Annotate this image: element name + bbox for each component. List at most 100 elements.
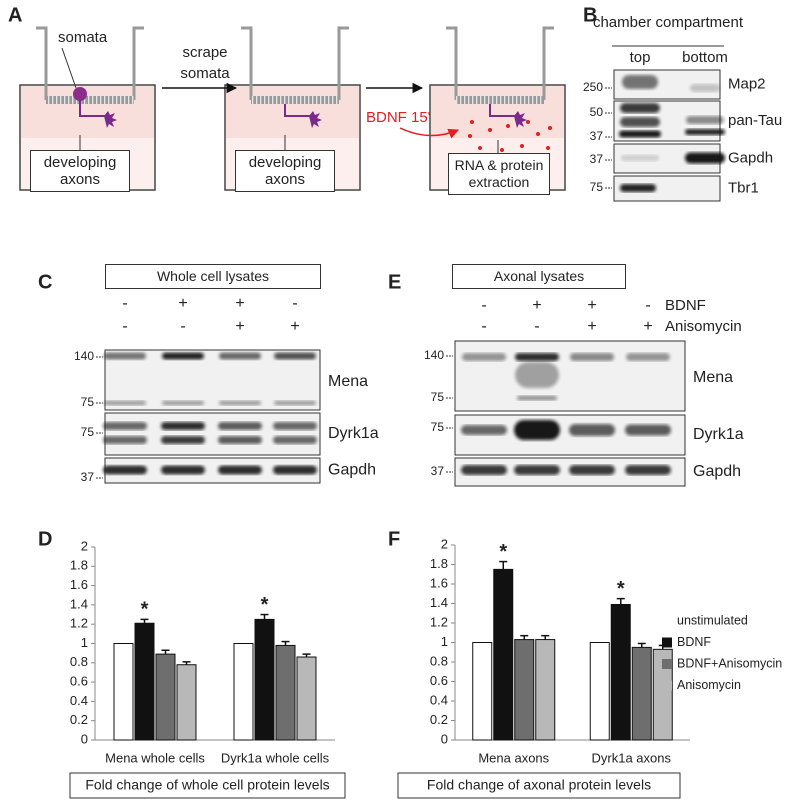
- sign: -: [534, 318, 539, 335]
- ladder-label: 75: [431, 390, 445, 404]
- blot-band: [625, 424, 671, 436]
- y-tick-label: 0.8: [70, 654, 88, 669]
- pointer: [61, 47, 77, 89]
- dot: [488, 128, 492, 132]
- membrane: [251, 96, 339, 104]
- y-tick-label: 0: [441, 731, 448, 746]
- blot-band: [462, 353, 506, 361]
- box-label: RNA & protein extraction: [448, 153, 550, 195]
- blot-strip: [454, 340, 686, 412]
- ladder-label: 250: [583, 80, 603, 94]
- caption-box: [397, 772, 681, 799]
- ladder-label: 75: [81, 395, 95, 409]
- y-tick-label: 1.6: [430, 575, 448, 590]
- y-tick-label: 1.2: [430, 614, 448, 629]
- y-tick-label: 1.2: [70, 616, 88, 631]
- band-label: Tbr1: [728, 179, 759, 196]
- blot-band: [686, 116, 724, 124]
- axon: [489, 104, 518, 117]
- blot-strip: [104, 349, 321, 411]
- y-tick-label: 1: [81, 635, 88, 650]
- y-tick-label: 0.8: [430, 653, 448, 668]
- y-tick-label: 0.4: [70, 693, 88, 708]
- insert-wall: [36, 26, 48, 100]
- bar: [631, 646, 652, 741]
- band-label: Gapdh: [328, 462, 376, 479]
- y-tick-label: 0.4: [430, 692, 448, 707]
- y-tick-label: 0.6: [430, 673, 448, 688]
- legend-swatch: [662, 680, 672, 691]
- well-medium: [226, 86, 359, 138]
- error-bar: [260, 613, 269, 620]
- box-label: developing axons: [235, 150, 335, 192]
- error-bar: [281, 640, 290, 646]
- blot-band: [219, 400, 261, 406]
- dot: [468, 134, 472, 138]
- y-tick-label: 0.2: [430, 712, 448, 727]
- growth-cone: [309, 111, 322, 128]
- error-bar: [541, 634, 550, 640]
- y-tick-label: 0: [81, 731, 88, 746]
- ladder-label: 50: [590, 105, 604, 119]
- insert-wall: [132, 26, 144, 100]
- dot: [548, 126, 552, 130]
- error-bar: [182, 661, 191, 665]
- y-tick-label: 1.4: [430, 595, 448, 610]
- y-tick-label: 0.2: [70, 712, 88, 727]
- y-tick-label: 1.4: [70, 596, 88, 611]
- blot-band: [622, 75, 658, 89]
- blot-band: [685, 129, 725, 135]
- blot-band: [620, 184, 656, 192]
- y-tick-label: 0.6: [70, 674, 88, 689]
- error-bar: [637, 642, 646, 648]
- panel-label: A: [8, 4, 22, 26]
- dot: [500, 148, 504, 152]
- bar: [589, 642, 610, 741]
- dot: [546, 146, 550, 150]
- label-somata: somata: [58, 29, 108, 46]
- blot-band: [514, 465, 560, 475]
- band-label: Dyrk1a: [693, 426, 744, 443]
- well-medium: [21, 86, 154, 138]
- significance: *: [261, 594, 269, 616]
- bar: [254, 618, 275, 741]
- blot-band: [218, 436, 262, 444]
- bar: [233, 643, 254, 741]
- x-tick-label: Dyrk1a axons: [592, 750, 672, 765]
- band-label: Gapdh: [693, 463, 741, 480]
- blot-band: [690, 84, 720, 92]
- membrane: [456, 96, 544, 104]
- panel-label: E: [388, 271, 401, 293]
- ladder-label: 37: [431, 464, 445, 478]
- sign: -: [180, 318, 185, 335]
- blot-band: [515, 362, 559, 388]
- band-label: Map2: [728, 75, 766, 92]
- dot: [470, 120, 474, 124]
- band-label: pan-Tau: [728, 112, 782, 129]
- ladder-label: 37: [81, 470, 95, 484]
- band-label: Dyrk1a: [328, 425, 379, 442]
- title-box: Axonal lysates: [452, 264, 626, 289]
- y-tick-label: 2: [441, 536, 448, 551]
- ladder-label: 37: [590, 152, 604, 166]
- blot-band: [273, 465, 317, 475]
- ladder-label: 140: [74, 349, 94, 363]
- sign: -: [481, 297, 486, 314]
- sign: +: [178, 295, 187, 312]
- panel-label: F: [388, 528, 400, 550]
- soma: [73, 87, 87, 101]
- sign: +: [235, 295, 244, 312]
- blot-band: [218, 422, 262, 430]
- caption: Fold change of whole cell protein levels: [85, 777, 329, 793]
- blot-band: [104, 400, 146, 406]
- x-tick-label: Dyrk1a whole cells: [221, 750, 330, 765]
- column-label: bottom: [682, 49, 728, 66]
- membrane: [46, 96, 134, 104]
- growth-cone: [104, 111, 117, 128]
- x-tick-label: Mena axons: [478, 750, 549, 765]
- title-box: Whole cell lysates: [105, 264, 321, 289]
- bar: [514, 639, 535, 741]
- sign: -: [645, 297, 650, 314]
- legend-label: BDNF+Anisomycin: [677, 656, 782, 670]
